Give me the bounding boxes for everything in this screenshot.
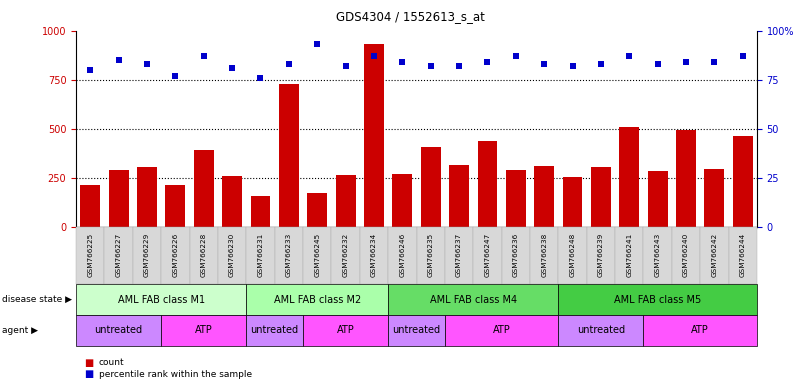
Point [141, 61, 154, 67]
Text: GDS4304 / 1552613_s_at: GDS4304 / 1552613_s_at [336, 10, 485, 23]
Bar [676, 130, 696, 227]
Point [283, 61, 296, 67]
Bar [648, 171, 667, 227]
Text: AML FAB class M4: AML FAB class M4 [429, 295, 517, 305]
Text: untreated: untreated [577, 325, 625, 335]
Text: GSM766226: GSM766226 [172, 233, 179, 278]
Text: GSM766228: GSM766228 [201, 233, 207, 278]
Text: GSM766240: GSM766240 [683, 233, 689, 278]
Bar [534, 166, 554, 227]
Bar [619, 127, 639, 227]
Point [396, 59, 409, 65]
Bar [421, 147, 441, 227]
Point [169, 73, 182, 79]
Point [112, 57, 125, 63]
Point [311, 41, 324, 48]
Bar [80, 185, 100, 227]
Point [708, 59, 721, 65]
Point [623, 53, 636, 59]
Text: GSM766232: GSM766232 [343, 233, 348, 278]
Point [226, 65, 239, 71]
Text: ATP: ATP [336, 325, 355, 335]
Text: untreated: untreated [95, 325, 143, 335]
Bar [477, 141, 497, 227]
Point [509, 53, 522, 59]
Text: GSM766237: GSM766237 [456, 233, 462, 278]
Text: GSM766236: GSM766236 [513, 233, 519, 278]
Text: GSM766243: GSM766243 [654, 233, 661, 278]
Bar [336, 175, 356, 227]
Bar [591, 167, 611, 227]
Text: GSM766238: GSM766238 [541, 233, 547, 278]
Bar [194, 150, 214, 227]
Text: GSM766233: GSM766233 [286, 233, 292, 278]
Text: GSM766235: GSM766235 [428, 233, 433, 278]
Bar [704, 169, 724, 227]
Text: GSM766225: GSM766225 [87, 233, 93, 278]
Bar [364, 45, 384, 227]
Text: GSM766244: GSM766244 [740, 233, 746, 278]
Text: percentile rank within the sample: percentile rank within the sample [99, 370, 252, 379]
Bar [506, 170, 525, 227]
Point [566, 63, 579, 69]
Bar [308, 193, 327, 227]
Bar [279, 84, 299, 227]
Text: agent ▶: agent ▶ [2, 326, 38, 335]
Text: ATP: ATP [493, 325, 510, 335]
Text: GSM766231: GSM766231 [257, 233, 264, 278]
Bar [166, 185, 185, 227]
Text: GSM766230: GSM766230 [229, 233, 235, 278]
Text: GSM766247: GSM766247 [485, 233, 490, 278]
Text: untreated: untreated [251, 325, 299, 335]
Bar [109, 170, 129, 227]
Point [736, 53, 749, 59]
Text: GSM766241: GSM766241 [626, 233, 632, 278]
Point [254, 74, 267, 81]
Text: ■: ■ [84, 369, 94, 379]
Point [594, 61, 607, 67]
Bar [392, 174, 413, 227]
Point [481, 59, 494, 65]
Bar [137, 167, 157, 227]
Point [368, 53, 380, 59]
Bar [562, 177, 582, 227]
Point [84, 67, 97, 73]
Text: GSM766246: GSM766246 [400, 233, 405, 278]
Point [197, 53, 210, 59]
Bar [449, 165, 469, 227]
Point [651, 61, 664, 67]
Text: ■: ■ [84, 358, 94, 368]
Text: AML FAB class M5: AML FAB class M5 [614, 295, 702, 305]
Text: count: count [99, 358, 124, 367]
Text: ATP: ATP [691, 325, 709, 335]
Text: GSM766234: GSM766234 [371, 233, 377, 278]
Point [425, 63, 437, 69]
Bar [222, 175, 242, 227]
Text: GSM766229: GSM766229 [144, 233, 150, 278]
Text: GSM766242: GSM766242 [711, 233, 718, 278]
Text: ATP: ATP [195, 325, 212, 335]
Text: AML FAB class M2: AML FAB class M2 [274, 295, 361, 305]
Bar [733, 136, 753, 227]
Text: GSM766227: GSM766227 [115, 233, 122, 278]
Bar [251, 196, 271, 227]
Point [339, 63, 352, 69]
Point [453, 63, 465, 69]
Point [679, 59, 692, 65]
Text: GSM766248: GSM766248 [570, 233, 576, 278]
Text: AML FAB class M1: AML FAB class M1 [118, 295, 205, 305]
Text: GSM766245: GSM766245 [314, 233, 320, 278]
Text: untreated: untreated [392, 325, 441, 335]
Point [537, 61, 550, 67]
Text: GSM766239: GSM766239 [598, 233, 604, 278]
Text: disease state ▶: disease state ▶ [2, 295, 71, 304]
